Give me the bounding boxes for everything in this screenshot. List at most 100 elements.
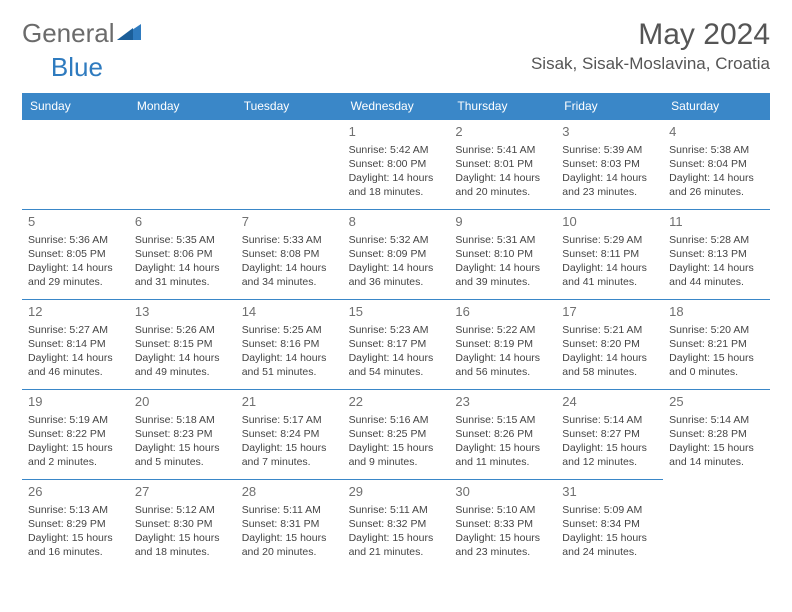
sunrise-line: Sunrise: 5:26 AM [135,323,230,337]
day-cell: 20Sunrise: 5:18 AMSunset: 8:23 PMDayligh… [129,389,236,479]
sunrise-line: Sunrise: 5:09 AM [562,503,657,517]
sunrise-line: Sunrise: 5:33 AM [242,233,337,247]
daylight-line: Daylight: 14 hours and 39 minutes. [455,261,550,289]
sunrise-line: Sunrise: 5:19 AM [28,413,123,427]
sunrise-line: Sunrise: 5:23 AM [349,323,444,337]
daylight-line: Daylight: 14 hours and 44 minutes. [669,261,764,289]
day-cell: 1Sunrise: 5:42 AMSunset: 8:00 PMDaylight… [343,119,450,209]
day-number: 3 [562,123,657,141]
sunset-line: Sunset: 8:30 PM [135,517,230,531]
sunset-line: Sunset: 8:29 PM [28,517,123,531]
sunset-line: Sunset: 8:21 PM [669,337,764,351]
empty-cell [236,119,343,209]
brand-logo: General [22,18,143,49]
day-cell: 16Sunrise: 5:22 AMSunset: 8:19 PMDayligh… [449,299,556,389]
sunset-line: Sunset: 8:00 PM [349,157,444,171]
day-number: 25 [669,393,764,411]
day-number: 30 [455,483,550,501]
sunrise-line: Sunrise: 5:14 AM [669,413,764,427]
daylight-line: Daylight: 14 hours and 29 minutes. [28,261,123,289]
day-cell: 11Sunrise: 5:28 AMSunset: 8:13 PMDayligh… [663,209,770,299]
sunset-line: Sunset: 8:01 PM [455,157,550,171]
day-number: 22 [349,393,444,411]
daylight-line: Daylight: 15 hours and 0 minutes. [669,351,764,379]
logo-triangle-icon [117,18,143,49]
sunset-line: Sunset: 8:26 PM [455,427,550,441]
sunrise-line: Sunrise: 5:17 AM [242,413,337,427]
location-line: Sisak, Sisak-Moslavina, Croatia [531,54,770,74]
sunset-line: Sunset: 8:23 PM [135,427,230,441]
sunrise-line: Sunrise: 5:41 AM [455,143,550,157]
sunrise-line: Sunrise: 5:22 AM [455,323,550,337]
month-title: May 2024 [531,18,770,52]
brand-part2: Blue [51,52,103,83]
daylight-line: Daylight: 14 hours and 49 minutes. [135,351,230,379]
daylight-line: Daylight: 15 hours and 12 minutes. [562,441,657,469]
sunset-line: Sunset: 8:05 PM [28,247,123,261]
sunset-line: Sunset: 8:24 PM [242,427,337,441]
day-cell: 22Sunrise: 5:16 AMSunset: 8:25 PMDayligh… [343,389,450,479]
day-cell: 15Sunrise: 5:23 AMSunset: 8:17 PMDayligh… [343,299,450,389]
day-number: 9 [455,213,550,231]
sunset-line: Sunset: 8:34 PM [562,517,657,531]
daylight-line: Daylight: 14 hours and 23 minutes. [562,171,657,199]
sunrise-line: Sunrise: 5:21 AM [562,323,657,337]
sunrise-line: Sunrise: 5:11 AM [349,503,444,517]
sunset-line: Sunset: 8:25 PM [349,427,444,441]
day-number: 2 [455,123,550,141]
daylight-line: Daylight: 15 hours and 21 minutes. [349,531,444,559]
daylight-line: Daylight: 14 hours and 58 minutes. [562,351,657,379]
sunrise-line: Sunrise: 5:31 AM [455,233,550,247]
sunset-line: Sunset: 8:28 PM [669,427,764,441]
day-number: 23 [455,393,550,411]
day-number: 18 [669,303,764,321]
sunrise-line: Sunrise: 5:38 AM [669,143,764,157]
day-number: 14 [242,303,337,321]
sunset-line: Sunset: 8:16 PM [242,337,337,351]
day-cell: 9 Sunrise: 5:31 AMSunset: 8:10 PMDaylight… [449,209,556,299]
daylight-line: Daylight: 14 hours and 46 minutes. [28,351,123,379]
day-cell: 25 Sunrise: 5:14 AMSunset: 8:28 PMDayligh… [663,389,770,479]
daylight-line: Daylight: 15 hours and 18 minutes. [135,531,230,559]
title-block: May 2024 Sisak, Sisak-Moslavina, Croatia [531,18,770,74]
day-number: 1 [349,123,444,141]
daylight-line: Daylight: 15 hours and 9 minutes. [349,441,444,469]
day-cell: 23Sunrise: 5:15 AMSunset: 8:26 PMDayligh… [449,389,556,479]
sunset-line: Sunset: 8:10 PM [455,247,550,261]
day-number: 12 [28,303,123,321]
brand-part1: General [22,18,115,49]
sunrise-line: Sunrise: 5:15 AM [455,413,550,427]
daylight-line: Daylight: 15 hours and 5 minutes. [135,441,230,469]
day-cell: 28Sunrise: 5:11 AMSunset: 8:31 PMDayligh… [236,479,343,569]
day-number: 13 [135,303,230,321]
dayname-header: Friday [556,93,663,119]
daylight-line: Daylight: 14 hours and 41 minutes. [562,261,657,289]
empty-cell [22,119,129,209]
daylight-line: Daylight: 15 hours and 24 minutes. [562,531,657,559]
sunset-line: Sunset: 8:09 PM [349,247,444,261]
daylight-line: Daylight: 15 hours and 14 minutes. [669,441,764,469]
empty-cell [129,119,236,209]
sunrise-line: Sunrise: 5:35 AM [135,233,230,247]
sunset-line: Sunset: 8:04 PM [669,157,764,171]
sunrise-line: Sunrise: 5:25 AM [242,323,337,337]
sunrise-line: Sunrise: 5:29 AM [562,233,657,247]
daylight-line: Daylight: 15 hours and 16 minutes. [28,531,123,559]
day-cell: 30Sunrise: 5:10 AMSunset: 8:33 PMDayligh… [449,479,556,569]
sunset-line: Sunset: 8:17 PM [349,337,444,351]
calendar-grid: 1Sunrise: 5:42 AMSunset: 8:00 PMDaylight… [22,119,770,569]
day-cell: 4Sunrise: 5:38 AMSunset: 8:04 PMDaylight… [663,119,770,209]
day-number: 28 [242,483,337,501]
sunrise-line: Sunrise: 5:36 AM [28,233,123,247]
day-number: 26 [28,483,123,501]
day-cell: 18Sunrise: 5:20 AMSunset: 8:21 PMDayligh… [663,299,770,389]
day-cell: 29Sunrise: 5:11 AMSunset: 8:32 PMDayligh… [343,479,450,569]
daylight-line: Daylight: 15 hours and 23 minutes. [455,531,550,559]
day-number: 31 [562,483,657,501]
day-cell: 7Sunrise: 5:33 AMSunset: 8:08 PMDaylight… [236,209,343,299]
sunset-line: Sunset: 8:08 PM [242,247,337,261]
sunset-line: Sunset: 8:06 PM [135,247,230,261]
daylight-line: Daylight: 14 hours and 51 minutes. [242,351,337,379]
sunrise-line: Sunrise: 5:32 AM [349,233,444,247]
day-number: 17 [562,303,657,321]
